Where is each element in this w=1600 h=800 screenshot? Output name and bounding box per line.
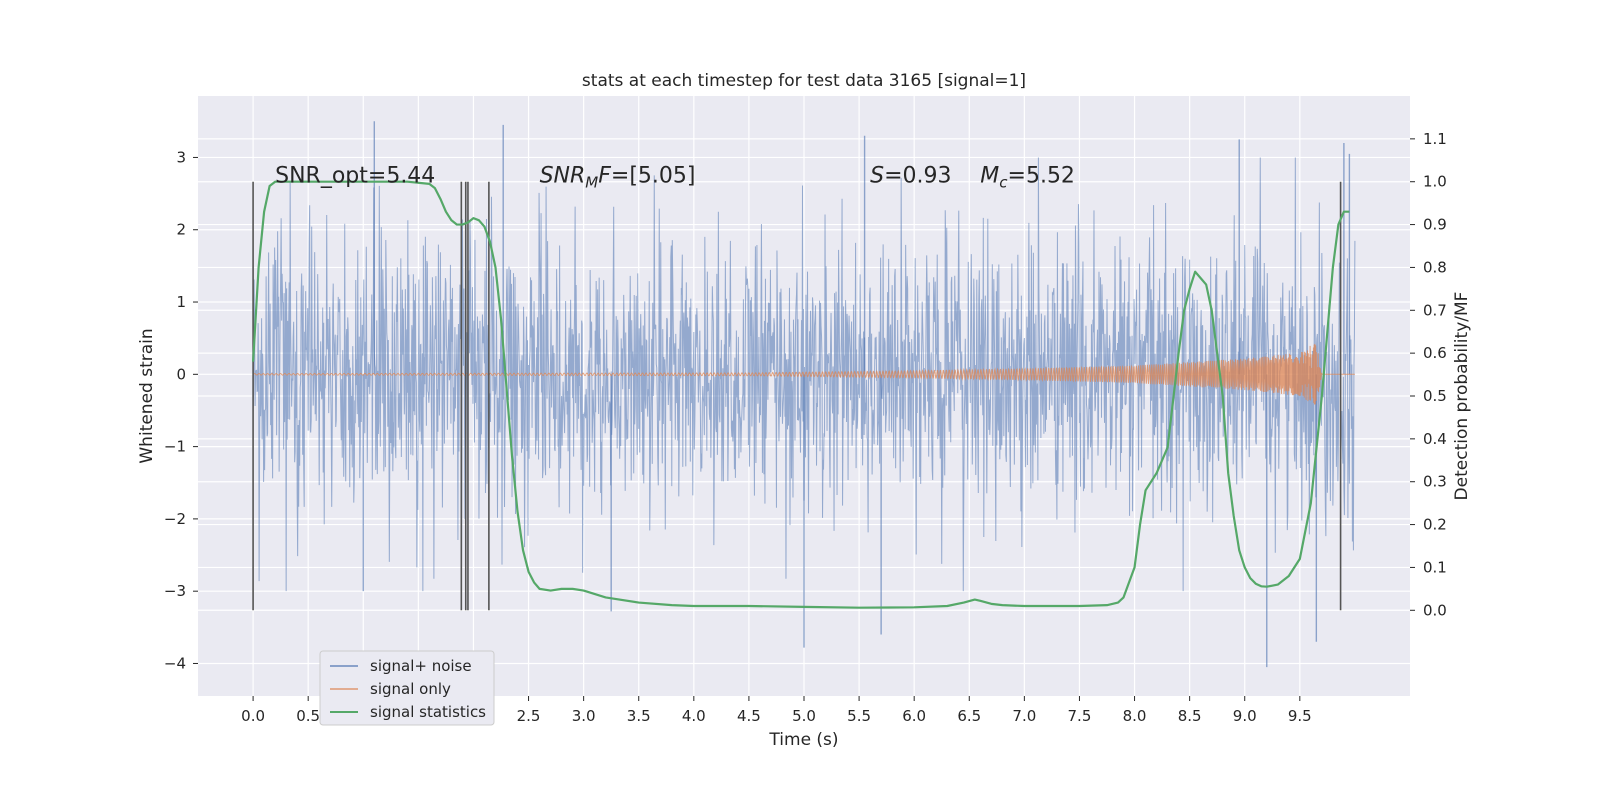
- y-tick-label: 2: [176, 221, 186, 239]
- x-tick-label: 3.5: [627, 707, 651, 725]
- x-tick-label: 8.0: [1123, 707, 1147, 725]
- y-tick-label: −4: [164, 654, 186, 672]
- x-tick-label: 7.5: [1068, 707, 1092, 725]
- annotation-symbol: F: [598, 164, 611, 189]
- annotation-symbol: SNR: [540, 164, 586, 189]
- signal-statistics-series: [251, 180, 1350, 609]
- annotation-text: SNR_opt=5.44: [275, 164, 435, 189]
- annotation-symbol: M: [980, 164, 999, 189]
- x-tick-label: 4.5: [737, 707, 761, 725]
- x-tick-label: 0.5: [296, 707, 320, 725]
- y-tick-label: 3: [176, 148, 186, 166]
- x-tick-label: 9.0: [1233, 707, 1257, 725]
- legend: signal+ noise signal only signal statist…: [319, 650, 495, 726]
- x-tick-label: 6.0: [902, 707, 926, 725]
- annotation-subscript: c: [999, 174, 1008, 192]
- x-tick-label: 0.0: [241, 707, 265, 725]
- y-axis-label: Whitened strain: [137, 328, 157, 463]
- annotation-value: SNR_opt=5.44: [275, 164, 435, 189]
- y2-tick-label: 0.7: [1423, 301, 1447, 319]
- annotation-text: Mc=5.52: [980, 164, 1075, 192]
- y-tick-label: 1: [176, 293, 186, 311]
- y-tick-label: 0: [176, 365, 186, 383]
- y2-tick-label: 0.4: [1423, 430, 1447, 448]
- annotation-text: S=0.93: [870, 164, 951, 189]
- legend-entry-signal-only: signal only: [370, 680, 451, 698]
- x-tick-label: 5.5: [847, 707, 871, 725]
- annotation-value: =0.93: [884, 164, 951, 189]
- annotations: SNR_opt=5.44 SNRMF=[5.05] S=0.93 Mc=5.52: [275, 164, 1075, 192]
- x-tick-label: 3.0: [572, 707, 596, 725]
- chart-title: stats at each timestep for test data 316…: [582, 71, 1026, 91]
- annotation-subscript: M: [585, 174, 598, 192]
- x-tick-label: 2.5: [517, 707, 541, 725]
- legend-box: [319, 650, 495, 726]
- x-tick-label: 5.0: [792, 707, 816, 725]
- signal-noise-series: [252, 121, 1356, 668]
- x-tick-label: 6.5: [957, 707, 981, 725]
- x-axis-label: Time (s): [768, 730, 838, 750]
- y2-tick-label: 0.8: [1423, 258, 1447, 276]
- y2-tick-label: 0.2: [1423, 516, 1447, 534]
- y2-tick-label: 1.1: [1423, 130, 1447, 148]
- y-tick-label: −1: [164, 438, 186, 456]
- annotation-symbol: S: [870, 164, 884, 189]
- y-tick-label: −3: [164, 582, 186, 600]
- annotation-value: =5.52: [1008, 164, 1075, 189]
- x-tick-label: 4.0: [682, 707, 706, 725]
- legend-entry-signal-noise: signal+ noise: [370, 657, 472, 675]
- x-tick-label: 8.5: [1178, 707, 1202, 725]
- y2-tick-label: 1.0: [1423, 173, 1447, 191]
- signal-only-line: [252, 343, 1355, 405]
- vertical-markers: [252, 181, 1342, 611]
- annotation-value: =[5.05]: [611, 164, 696, 189]
- y2-axis-label: Detection probability/MF: [1452, 292, 1472, 501]
- y2-tick-label: 0.0: [1423, 601, 1447, 619]
- x-tick-label: 7.0: [1012, 707, 1036, 725]
- legend-entry-signal-statistics: signal statistics: [370, 703, 486, 721]
- y2-tick-label: 0.1: [1423, 558, 1447, 576]
- signal-only-series: [252, 343, 1355, 405]
- annotation-text: SNRMF=[5.05]: [540, 164, 696, 192]
- signal-statistics-line: [251, 180, 1350, 609]
- x-tick-label: 9.5: [1288, 707, 1312, 725]
- y2-tick-label: 0.9: [1423, 216, 1447, 234]
- y-tick-label: −2: [164, 510, 186, 528]
- y2-tick-label: 0.6: [1423, 344, 1447, 362]
- y2-tick-label: 0.5: [1423, 387, 1447, 405]
- y2-tick-label: 0.3: [1423, 473, 1447, 491]
